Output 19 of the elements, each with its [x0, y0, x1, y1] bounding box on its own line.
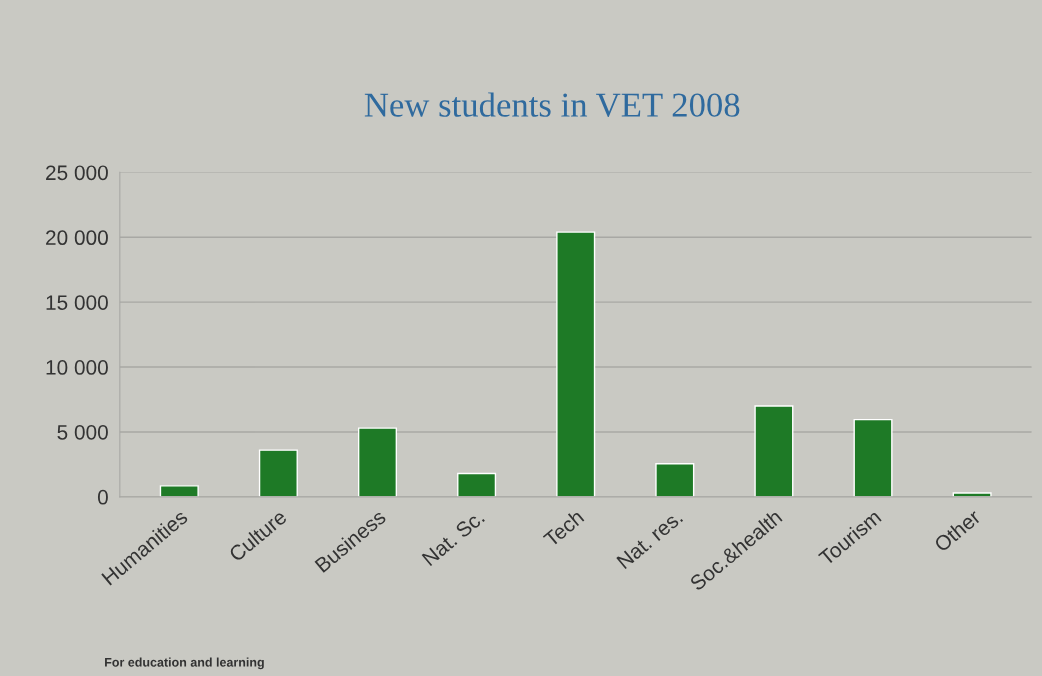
text: For education and learning: [105, 657, 264, 670]
bar: [357, 427, 398, 497]
y-tick-label: 20 000: [46, 230, 108, 246]
y-tick-label: 10 000: [46, 360, 108, 375]
bar: [556, 231, 596, 497]
y-tick-label: 15 000: [46, 295, 108, 310]
y-tick-label: 25 000: [46, 165, 108, 181]
bar: [258, 449, 298, 497]
bar: [159, 485, 199, 497]
x-tick-label: Nat. res.: [616, 509, 684, 570]
bar: [655, 463, 695, 497]
y-tick-label: 0: [97, 489, 108, 505]
x-tick-label: Nat. Sc.: [421, 509, 485, 567]
bar: [457, 472, 497, 497]
y-tick-label: 5 000: [57, 424, 108, 440]
bar: [754, 405, 794, 497]
bar: [853, 418, 893, 497]
x-tick-label: Tech: [542, 508, 585, 548]
chart-title: New students in VET 2008: [364, 92, 740, 118]
